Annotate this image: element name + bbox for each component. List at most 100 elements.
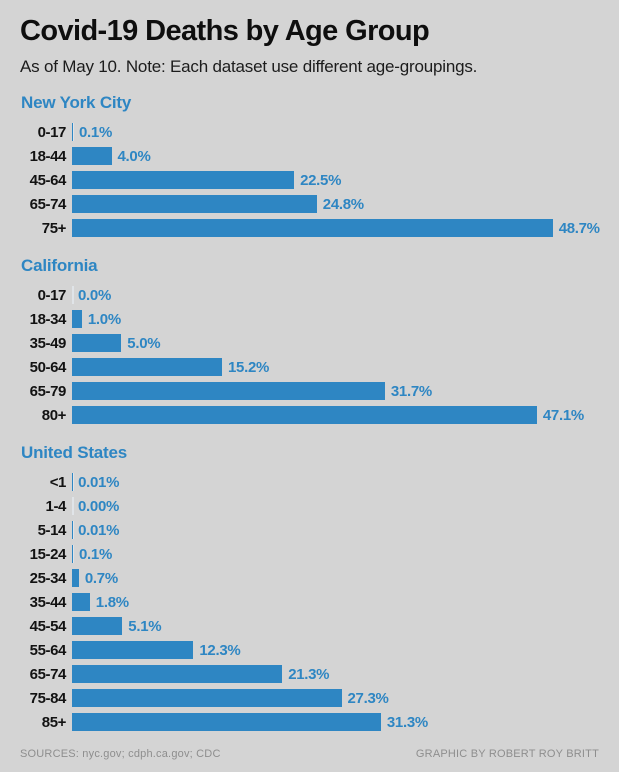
- chart-subtitle: As of May 10. Note: Each dataset use dif…: [20, 56, 478, 76]
- section-title: United States: [21, 443, 128, 463]
- bar: [72, 689, 342, 708]
- bar-track: 31.3%: [72, 713, 599, 732]
- bar-row: 18-44 4.0%: [20, 144, 599, 168]
- bar-row: 85+ 31.3%: [20, 710, 599, 734]
- sources-text: SOURCES: nyc.gov; cdph.ca.gov; CDC: [20, 748, 221, 760]
- bar: [72, 641, 194, 660]
- bar-track: 12.3%: [72, 641, 599, 660]
- bar: [72, 545, 73, 564]
- bar: [72, 123, 73, 142]
- age-label: 0-17: [37, 286, 67, 304]
- bar-track: 15.2%: [72, 358, 599, 377]
- bar-track: 5.0%: [72, 334, 599, 353]
- bar-track: 0.0%: [72, 286, 599, 305]
- bar-row: 15-24 0.1%: [20, 542, 599, 566]
- bar-row: 45-54 5.1%: [20, 614, 599, 638]
- bar: [72, 310, 82, 329]
- bar: [72, 219, 553, 238]
- value-label: 27.3%: [347, 689, 389, 707]
- value-label: 31.3%: [386, 713, 428, 731]
- bar-track: 48.7%: [72, 219, 600, 238]
- bar-track: 21.3%: [72, 665, 599, 684]
- bar: [72, 171, 295, 190]
- bar-row: 65-79 31.7%: [20, 379, 599, 403]
- bar: [72, 406, 537, 425]
- bar-track: 5.1%: [72, 617, 599, 636]
- chart-footer: SOURCES: nyc.gov; cdph.ca.gov; CDC GRAPH…: [20, 748, 599, 762]
- bar-row: 75+ 48.7%: [20, 216, 600, 240]
- zero-tick: [72, 521, 74, 540]
- bar-track: 0.7%: [72, 569, 599, 588]
- bar-row: 0-17 0.1%: [20, 120, 599, 144]
- value-label: 0.1%: [79, 123, 112, 141]
- value-label: 21.3%: [288, 665, 330, 683]
- zero-tick: [72, 286, 74, 305]
- bar-track: 0.1%: [72, 123, 599, 142]
- bar-row: 35-49 5.0%: [20, 331, 599, 355]
- bar-track: 1.8%: [72, 593, 599, 612]
- value-label: 1.0%: [87, 310, 121, 328]
- age-label: 65-74: [29, 195, 67, 213]
- bar-track: 0.01%: [72, 521, 599, 540]
- section-title: California: [21, 256, 98, 276]
- bar-row: 1-4 0.00%: [20, 494, 599, 518]
- bar: [72, 334, 122, 353]
- bar-track: 22.5%: [72, 171, 599, 190]
- bar-row: <1 0.01%: [20, 470, 599, 494]
- bar: [72, 569, 79, 588]
- bar-track: 0.00%: [72, 497, 599, 516]
- value-label: 15.2%: [228, 358, 270, 376]
- value-label: 12.3%: [199, 641, 241, 659]
- age-label: 5-14: [37, 521, 67, 539]
- age-label: <1: [49, 473, 67, 491]
- chart-header: Covid-19 Deaths by Age Group As of May 1…: [20, 15, 599, 77]
- zero-tick: [72, 545, 74, 564]
- chart-title: Covid-19 Deaths by Age Group: [20, 15, 430, 47]
- credit-text: GRAPHIC BY ROBERT ROY BRITT: [415, 748, 599, 760]
- value-label: 0.0%: [78, 286, 111, 304]
- age-label: 35-44: [29, 593, 67, 611]
- zero-tick: [72, 123, 74, 142]
- bar-row: 25-34 0.7%: [20, 566, 599, 590]
- age-label: 75-84: [29, 689, 67, 707]
- value-label: 5.1%: [128, 617, 162, 635]
- bar-row: 65-74 24.8%: [20, 192, 599, 216]
- bar-row: 45-64 22.5%: [20, 168, 599, 192]
- bar: [72, 358, 222, 377]
- zero-tick: [72, 497, 74, 516]
- age-label: 0-17: [37, 123, 67, 141]
- age-label: 18-34: [29, 310, 67, 328]
- age-label: 45-64: [29, 171, 67, 189]
- value-label: 48.7%: [558, 219, 600, 237]
- bar-row: 5-14 0.01%: [20, 518, 599, 542]
- value-label: 4.0%: [117, 147, 151, 165]
- value-label: 0.00%: [78, 497, 120, 515]
- bar: [72, 593, 90, 612]
- age-label: 25-34: [29, 569, 67, 587]
- chart-sections: New York City 0-17 0.1% 18-44 4.0% 45-64 22.5%…: [20, 77, 600, 748]
- bar-row: 35-44 1.8%: [20, 590, 599, 614]
- bar: [72, 195, 317, 214]
- value-label: 0.01%: [78, 473, 120, 491]
- bar-track: 1.0%: [72, 310, 599, 329]
- age-label: 45-54: [29, 617, 67, 635]
- value-label: 24.8%: [322, 195, 364, 213]
- value-label: 47.1%: [542, 406, 584, 424]
- bar-track: 0.1%: [72, 545, 599, 564]
- bar-row: 55-64 12.3%: [20, 638, 599, 662]
- bar-row: 50-64 15.2%: [20, 355, 599, 379]
- chart-section-california: California 0-17 0.0% 18-34 1.0% 35-49 5.0% 50-6…: [20, 256, 599, 427]
- age-label: 85+: [41, 713, 67, 731]
- bar: [72, 382, 385, 401]
- value-label: 0.1%: [79, 545, 112, 563]
- age-label: 1-4: [45, 497, 67, 515]
- age-label: 55-64: [29, 641, 67, 659]
- bar: [72, 665, 283, 684]
- age-label: 50-64: [29, 358, 67, 376]
- age-label: 65-74: [29, 665, 67, 683]
- bar-track: 24.8%: [72, 195, 599, 214]
- value-label: 1.8%: [95, 593, 129, 611]
- bar-row: 0-17 0.0%: [20, 283, 599, 307]
- value-label: 0.7%: [84, 569, 118, 587]
- age-label: 18-44: [29, 147, 67, 165]
